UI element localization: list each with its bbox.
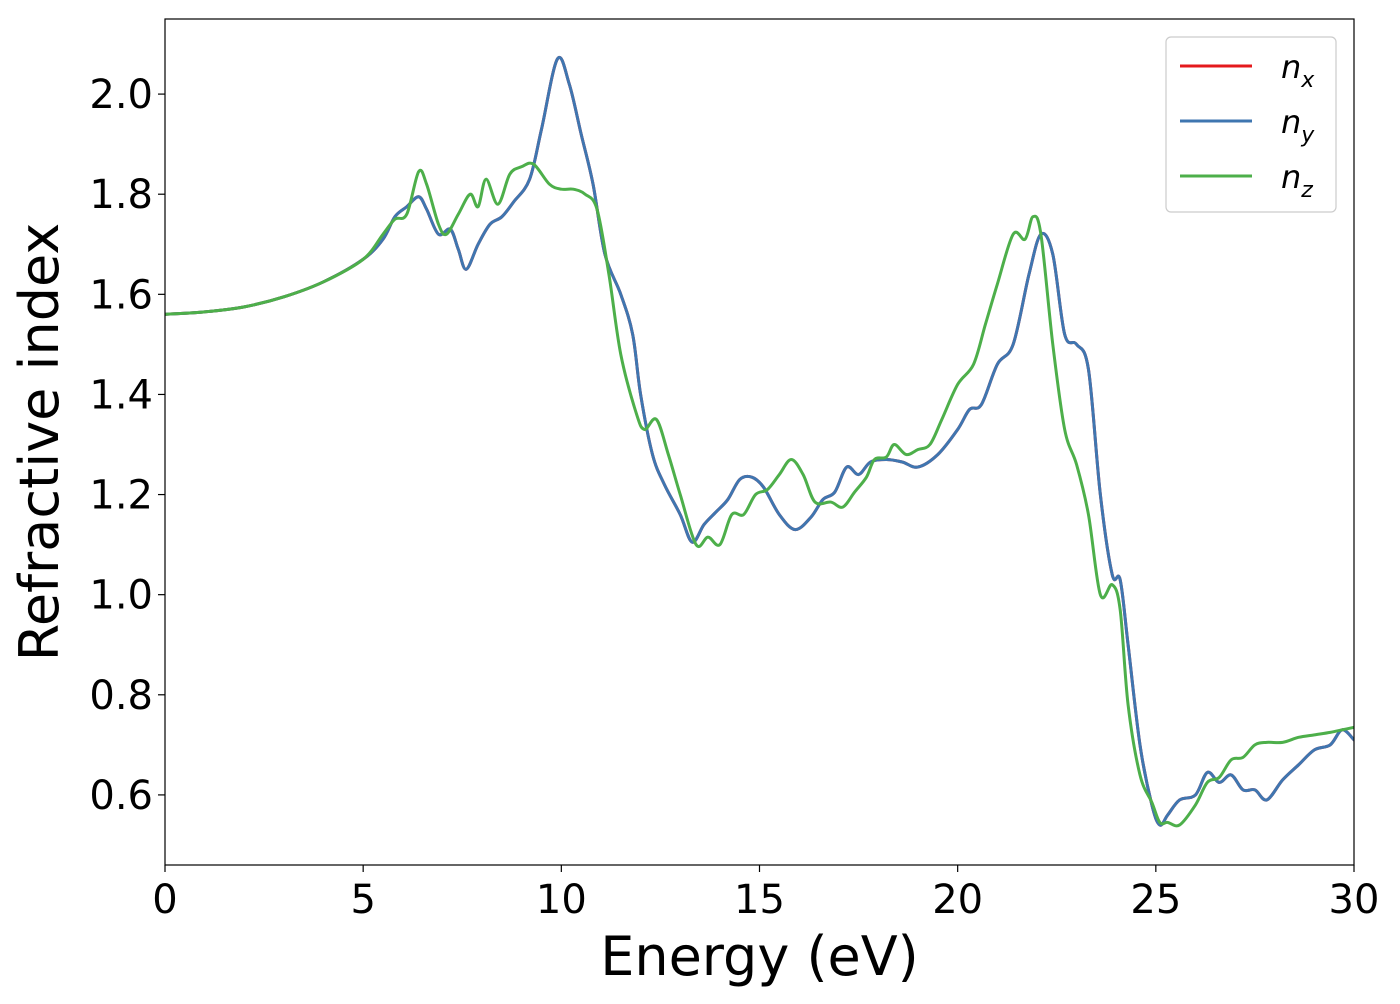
x-tick-label: 30 (1329, 877, 1380, 923)
legend-label-x: nx (1281, 48, 1315, 93)
y-axis-title: Refractive index (8, 223, 71, 662)
y-axis: 0.6 0.8 1.0 1.2 1.4 1.6 1.8 2.0 (89, 72, 165, 819)
y-tick-label: 1.2 (89, 473, 153, 519)
x-tick-label: 15 (734, 877, 785, 923)
y-tick-label: 0.6 (89, 773, 153, 819)
y-tick-label: 1.0 (89, 573, 153, 619)
x-tick-label: 0 (152, 877, 177, 923)
legend: nx ny nz (1165, 36, 1337, 213)
series-lines (165, 55, 1354, 828)
x-axis: 0 5 10 15 20 25 30 (152, 865, 1379, 923)
y-tick-label: 1.8 (89, 172, 153, 218)
x-tick-label: 20 (932, 877, 983, 923)
legend-label-y: ny (1281, 103, 1315, 148)
y-tick-label: 1.4 (89, 372, 153, 418)
x-tick-label: 25 (1130, 877, 1181, 923)
series-line-y (165, 55, 1354, 827)
legend-label-z: nz (1281, 158, 1313, 203)
x-tick-label: 5 (350, 877, 375, 923)
y-tick-label: 0.8 (89, 673, 153, 719)
series-line-z (165, 161, 1354, 828)
y-tick-label: 2.0 (89, 72, 153, 118)
x-axis-title: Energy (eV) (600, 925, 919, 988)
x-tick-label: 10 (536, 877, 587, 923)
legend-box (1165, 36, 1337, 213)
y-tick-label: 1.6 (89, 272, 153, 318)
